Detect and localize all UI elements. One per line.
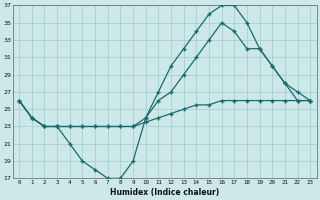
X-axis label: Humidex (Indice chaleur): Humidex (Indice chaleur) [110,188,219,197]
